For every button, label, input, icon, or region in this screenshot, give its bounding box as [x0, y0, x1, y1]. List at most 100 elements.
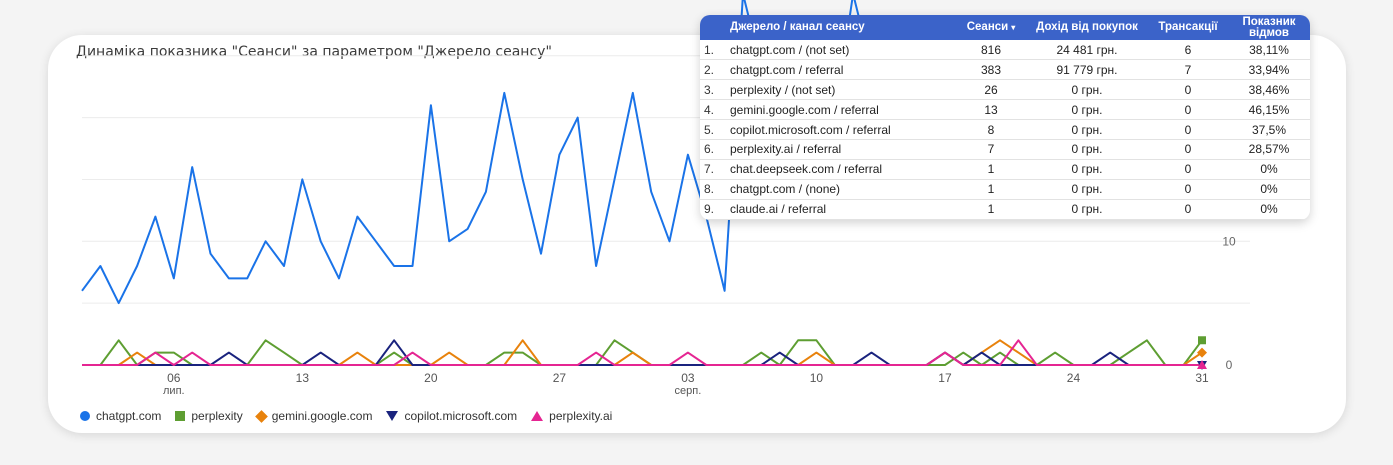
row-source: perplexity / (not set) [726, 79, 956, 101]
table-row[interactable]: 9. claude.ai / referral 1 0 грн. 0 0% [700, 199, 1310, 220]
row-sessions: 7 [956, 139, 1026, 160]
col-header-transactions[interactable]: Трансакції [1158, 21, 1218, 33]
table-row[interactable]: 7. chat.deepseek.com / referral 1 0 грн. 0 0% [700, 159, 1310, 180]
table-row[interactable]: 4. gemini.google.com / referral 13 0 грн. 0 4… [700, 99, 1310, 121]
legend-label: gemini.google.com [271, 409, 373, 423]
legend-item[interactable]: copilot.microsoft.com [386, 409, 517, 423]
end-marker-gemini-google-com [1197, 347, 1207, 358]
x-tick-label: 31 [1195, 371, 1209, 385]
sources-table: Джерело / канал сеансу Сеанси ▾ Дохід від… [700, 15, 1310, 220]
x-tick-label: 27 [553, 371, 567, 385]
end-marker-perplexity [1198, 336, 1206, 345]
row-bounce-rate: 33,94% [1228, 59, 1310, 81]
row-bounce-rate: 46,15% [1228, 99, 1310, 121]
row-bounce-rate: 0% [1228, 199, 1310, 220]
row-sessions: 1 [956, 179, 1026, 200]
row-index: 9. [700, 199, 726, 220]
row-bounce-rate: 37,5% [1228, 119, 1310, 140]
row-revenue: 0 грн. [1026, 179, 1148, 200]
row-sessions: 816 [956, 40, 1026, 61]
legend-item[interactable]: gemini.google.com [254, 409, 373, 423]
legend-label: perplexity.ai [549, 409, 613, 423]
row-transactions: 0 [1148, 139, 1228, 160]
table-row[interactable]: 5. copilot.microsoft.com / referral 8 0 грн… [700, 119, 1310, 140]
row-sessions: 26 [956, 79, 1026, 101]
row-revenue: 0 грн. [1026, 139, 1148, 160]
row-index: 7. [700, 159, 726, 180]
legend-label: perplexity [191, 409, 243, 423]
legend-item[interactable]: perplexity.ai [531, 409, 612, 423]
table-row[interactable]: 1. chatgpt.com / (not set) 816 24 481 грн. 6… [700, 40, 1310, 61]
row-transactions: 0 [1148, 119, 1228, 140]
row-transactions: 0 [1148, 199, 1228, 220]
row-source: gemini.google.com / referral [726, 99, 956, 121]
x-tick-sublabel: лип. [163, 385, 185, 397]
row-index: 3. [700, 79, 726, 101]
row-source: copilot.microsoft.com / referral [726, 119, 956, 140]
row-index: 6. [700, 139, 726, 160]
row-bounce-rate: 38,11% [1228, 40, 1310, 61]
legend-marker-icon [80, 411, 90, 421]
row-source: chat.deepseek.com / referral [726, 159, 956, 180]
table-row[interactable]: 3. perplexity / (not set) 26 0 грн. 0 38,46% [700, 79, 1310, 101]
legend-marker-icon [254, 409, 268, 423]
x-tick-label: 13 [296, 371, 310, 385]
row-index: 5. [700, 119, 726, 140]
row-bounce-rate: 0% [1228, 159, 1310, 180]
row-transactions: 0 [1148, 79, 1228, 101]
chart-legend: chatgpt.com perplexity gemini.google.com co… [80, 409, 612, 423]
legend-marker-icon [531, 411, 544, 421]
x-tick-label: 06 [167, 371, 181, 385]
x-tick-label: 20 [424, 371, 438, 385]
legend-marker-icon [175, 411, 186, 421]
table-row[interactable]: 8. chatgpt.com / (none) 1 0 грн. 0 0% [700, 179, 1310, 200]
row-transactions: 0 [1148, 179, 1228, 200]
row-transactions: 7 [1148, 59, 1228, 81]
col-header-sessions[interactable]: Сеанси ▾ [966, 21, 1016, 33]
row-bounce-rate: 0% [1228, 179, 1310, 200]
row-revenue: 0 грн. [1026, 199, 1148, 220]
row-sessions: 1 [956, 159, 1026, 180]
chart-series [81, 0, 1207, 370]
legend-item[interactable]: chatgpt.com [80, 409, 161, 423]
sort-desc-icon[interactable]: ▾ [1011, 23, 1016, 32]
row-index: 4. [700, 99, 726, 121]
col-header-revenue[interactable]: Дохід від покупок [1036, 21, 1138, 33]
row-sessions: 383 [956, 59, 1026, 81]
row-source: chatgpt.com / (not set) [726, 40, 956, 61]
legend-item[interactable]: perplexity [175, 409, 243, 423]
end-marker-perplexity-ai [1197, 360, 1207, 369]
x-tick-sublabel: серп. [675, 385, 702, 397]
table-header-row: Джерело / канал сеансу Сеанси ▾ Дохід від… [700, 15, 1310, 40]
row-source: claude.ai / referral [726, 199, 956, 220]
legend-label: copilot.microsoft.com [404, 409, 518, 423]
row-revenue: 0 грн. [1026, 99, 1148, 121]
row-source: chatgpt.com / referral [726, 59, 956, 81]
row-sessions: 13 [956, 99, 1026, 121]
legend-label: chatgpt.com [96, 409, 162, 423]
table-row[interactable]: 6. perplexity.ai / referral 7 0 грн. 0 28,57% [700, 139, 1310, 160]
row-bounce-rate: 38,46% [1228, 79, 1310, 101]
y-tick-label: 0 [1226, 358, 1233, 372]
table-row[interactable]: 2. chatgpt.com / referral 383 91 779 грн. 7 3… [700, 59, 1310, 81]
row-sessions: 1 [956, 199, 1026, 220]
col-header-bounce-rate[interactable]: Показник відмов [1242, 15, 1296, 39]
x-tick-label: 03 [681, 371, 695, 385]
row-revenue: 91 779 грн. [1026, 59, 1148, 81]
x-tick-label: 24 [1067, 371, 1081, 385]
row-sessions: 8 [956, 119, 1026, 140]
row-transactions: 0 [1148, 99, 1228, 121]
row-index: 1. [700, 40, 726, 61]
y-tick-label: 10 [1222, 234, 1236, 248]
row-bounce-rate: 28,57% [1228, 139, 1310, 160]
x-tick-label: 10 [810, 371, 824, 385]
sources-table-panel: Джерело / канал сеансу Сеанси ▾ Дохід від… [700, 15, 1310, 220]
row-transactions: 0 [1148, 159, 1228, 180]
row-source: chatgpt.com / (none) [726, 179, 956, 200]
row-transactions: 6 [1148, 40, 1228, 61]
legend-marker-icon [386, 411, 399, 421]
row-revenue: 24 481 грн. [1026, 40, 1148, 61]
col-header-source[interactable]: Джерело / канал сеансу [730, 21, 865, 33]
row-revenue: 0 грн. [1026, 119, 1148, 140]
